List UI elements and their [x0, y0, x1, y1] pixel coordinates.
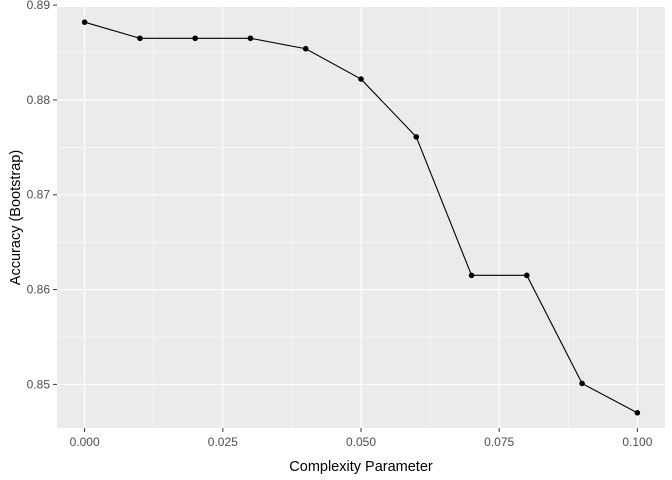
x-tick-label: 0.025 [208, 435, 238, 449]
data-point [579, 380, 585, 387]
data-point [192, 35, 198, 42]
y-tick-labels: 0.85 0.86 0.87 0.88 0.89 [27, 0, 51, 391]
data-point [81, 19, 88, 25]
data-point [358, 76, 364, 82]
data-points [81, 19, 641, 416]
x-tick-label: 0.000 [70, 435, 100, 449]
data-point [468, 272, 475, 279]
y-tick-label: 0.89 [27, 0, 51, 12]
y-tick-label: 0.86 [27, 283, 51, 297]
y-tick-label: 0.87 [27, 188, 51, 202]
y-tick-label: 0.85 [27, 377, 51, 391]
y-tick-label: 0.88 [27, 93, 51, 107]
data-point [247, 35, 254, 42]
x-tick-label: 0.050 [346, 435, 376, 449]
data-point [634, 410, 641, 416]
x-tick-labels: 0.000 0.025 0.050 0.075 0.100 [70, 435, 653, 449]
x-axis-title: Complexity Parameter [289, 459, 433, 475]
x-tick-label: 0.100 [622, 435, 652, 449]
x-tick-label: 0.075 [484, 435, 514, 449]
y-axis-title: Accuracy (Bootstrap) [8, 150, 24, 285]
data-point [302, 45, 309, 52]
data-point [413, 134, 420, 140]
data-point [524, 272, 530, 279]
major-gridlines [57, 4, 665, 428]
axis-ticks [53, 4, 638, 432]
data-point [137, 35, 143, 42]
